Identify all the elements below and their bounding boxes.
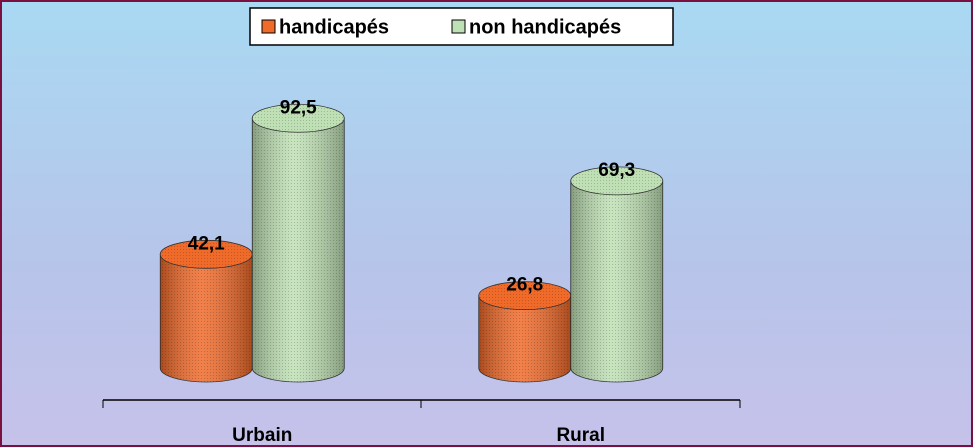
cylinder-texture [570,180,663,382]
value-label: 42,1 [188,233,225,254]
legend-label: handicapés [279,16,389,38]
legend-label: non handicapés [469,16,621,38]
value-label: 92,5 [280,97,317,118]
cylinder-top-texture [160,240,253,269]
cylinder-texture [160,254,253,382]
value-label: 26,8 [506,275,543,296]
cylinder-top-texture [252,104,345,133]
legend-swatch [261,19,276,34]
cylinder-top-texture [570,166,663,195]
cylinder-top-texture [478,281,571,310]
value-label: 69,3 [598,160,635,181]
cylinder-texture [252,118,345,382]
x-tick-label: Urbain [232,425,292,446]
x-tick-label: Rural [556,425,605,446]
cylinder-texture [478,295,571,382]
legend-swatch [451,19,466,34]
